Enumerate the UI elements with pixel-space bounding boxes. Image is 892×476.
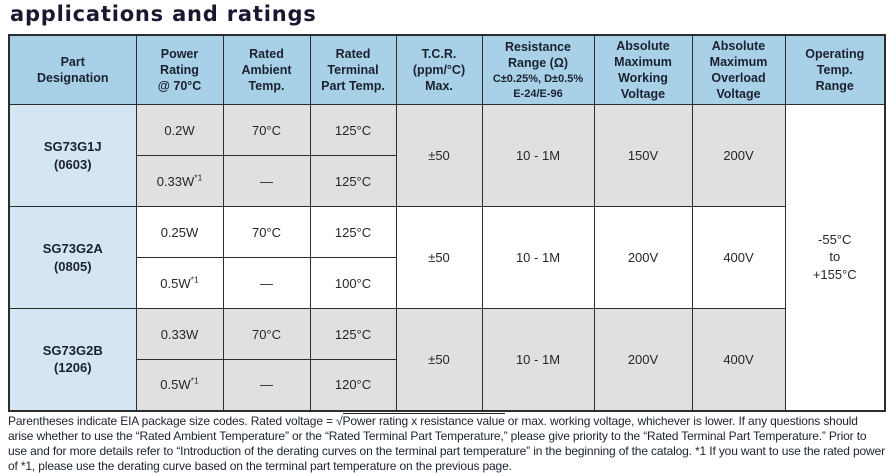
header-resistance-range: Resistance Range (Ω) C±0.25%, D±0.5% E-2… bbox=[481, 34, 595, 105]
power-footnote: *1 bbox=[190, 274, 199, 285]
cell-terminal-temp: 125°C bbox=[309, 104, 397, 156]
cell-terminal-temp: 125°C bbox=[309, 206, 397, 258]
ratings-table: Part Designation Power Rating @ 70°C Rat… bbox=[8, 34, 886, 412]
header-rated-ambient-temp: Rated Ambient Temp. bbox=[222, 34, 311, 105]
sqrt-sign: √ bbox=[336, 414, 343, 428]
cell-power-rating: 0.5W*1 bbox=[135, 359, 224, 411]
footnote-before-sqrt: Parentheses indicate EIA package size co… bbox=[8, 414, 337, 428]
header-row: Part Designation Power Rating @ 70°C Rat… bbox=[8, 34, 886, 105]
table-row: 0.33W*1 — 125°C bbox=[9, 155, 885, 207]
power-value: 0.2W bbox=[164, 122, 195, 138]
table-row: 0.5W*1 — 100°C bbox=[9, 257, 885, 309]
cell-terminal-temp: 120°C bbox=[309, 359, 397, 411]
cell-working-voltage: 200V bbox=[593, 308, 693, 411]
package-code: (0805) bbox=[53, 258, 92, 274]
cell-terminal-temp: 125°C bbox=[309, 155, 397, 207]
package-code: (0603) bbox=[53, 156, 92, 172]
cell-power-rating: 0.5W*1 bbox=[135, 257, 224, 309]
cell-power-rating: 0.2W bbox=[135, 104, 224, 156]
header-abs-max-overload-voltage: Absolute Maximum Overload Voltage bbox=[691, 34, 786, 105]
part-designation-sg73g1j: SG73G1J (0603) bbox=[8, 104, 137, 207]
table-row: SG73G2A (0805) 0.25W 70°C 125°C ±50 10 -… bbox=[8, 206, 885, 309]
cell-overload-voltage: 400V bbox=[691, 206, 786, 309]
power-value: 0.5W bbox=[160, 275, 191, 291]
cell-tcr: ±50 bbox=[395, 206, 483, 309]
part-designation-sg73g2b: SG73G2B (1206) bbox=[8, 308, 137, 411]
table-row: 0.5W*1 — 120°C bbox=[9, 359, 885, 411]
package-code: (1206) bbox=[53, 360, 92, 376]
cell-terminal-temp: 125°C bbox=[309, 308, 397, 360]
footnote-text: Parentheses indicate EIA package size co… bbox=[8, 413, 886, 474]
cell-overload-voltage: 400V bbox=[691, 308, 786, 411]
cell-ambient-temp: — bbox=[222, 155, 311, 207]
cell-ambient-temp: 70°C bbox=[222, 104, 311, 156]
table-row: SG73G2B (1206) 0.33W 70°C 125°C ±50 10 -… bbox=[8, 308, 885, 411]
cell-terminal-temp: 100°C bbox=[309, 257, 397, 309]
header-rated-terminal-part-temp: Rated Terminal Part Temp. bbox=[309, 34, 397, 105]
cell-resistance-range: 10 - 1M bbox=[481, 206, 595, 309]
cell-resistance-range: 10 - 1M bbox=[481, 104, 595, 207]
header-resistance-range-tolerances: C±0.25%, D±0.5% E-24/E-96 bbox=[492, 73, 584, 100]
power-footnote: *1 bbox=[190, 375, 199, 386]
cell-ambient-temp: 70°C bbox=[222, 206, 311, 258]
cell-working-voltage: 200V bbox=[593, 206, 693, 309]
cell-ambient-temp: — bbox=[222, 257, 311, 309]
cell-ambient-temp: — bbox=[222, 359, 311, 411]
power-value: 0.33W bbox=[156, 173, 195, 189]
power-value: 0.33W bbox=[160, 326, 199, 342]
power-value: 0.25W bbox=[160, 224, 199, 240]
cell-power-rating: 0.33W bbox=[135, 308, 224, 360]
cell-overload-voltage: 200V bbox=[691, 104, 786, 207]
cell-ambient-temp: 70°C bbox=[222, 308, 311, 360]
footnote-after-sqrt: or max. working voltage, whichever is lo… bbox=[8, 414, 885, 473]
cell-power-rating: 0.25W bbox=[135, 206, 224, 258]
part-number: SG73G2A bbox=[42, 240, 103, 256]
power-value: 0.5W bbox=[160, 377, 191, 393]
cell-operating-temp-range: -55°C to +155°C bbox=[784, 104, 886, 411]
part-designation-sg73g2a: SG73G2A (0805) bbox=[8, 206, 137, 309]
cell-tcr: ±50 bbox=[395, 308, 483, 411]
cell-resistance-range: 10 - 1M bbox=[481, 308, 595, 411]
table-row: SG73G1J (0603) 0.2W 70°C 125°C ±50 10 - … bbox=[8, 104, 886, 411]
cell-working-voltage: 150V bbox=[593, 104, 693, 207]
header-resistance-range-main: Resistance Range (Ω) bbox=[504, 40, 571, 71]
header-operating-temp-range: Operating Temp. Range bbox=[784, 34, 886, 105]
header-abs-max-working-voltage: Absolute Maximum Working Voltage bbox=[593, 34, 693, 105]
part-number: SG73G1J bbox=[43, 138, 102, 154]
page-title: applications and ratings bbox=[10, 2, 317, 26]
header-part-designation: Part Designation bbox=[8, 34, 137, 105]
part-number: SG73G2B bbox=[42, 342, 103, 358]
cell-tcr: ±50 bbox=[395, 104, 483, 207]
header-tcr: T.C.R. (ppm/°C) Max. bbox=[395, 34, 483, 105]
power-footnote: *1 bbox=[194, 172, 203, 183]
cell-power-rating: 0.33W*1 bbox=[135, 155, 224, 207]
sqrt-expression: Power rating x resistance value bbox=[342, 413, 505, 428]
header-power-rating: Power Rating @ 70°C bbox=[135, 34, 224, 105]
